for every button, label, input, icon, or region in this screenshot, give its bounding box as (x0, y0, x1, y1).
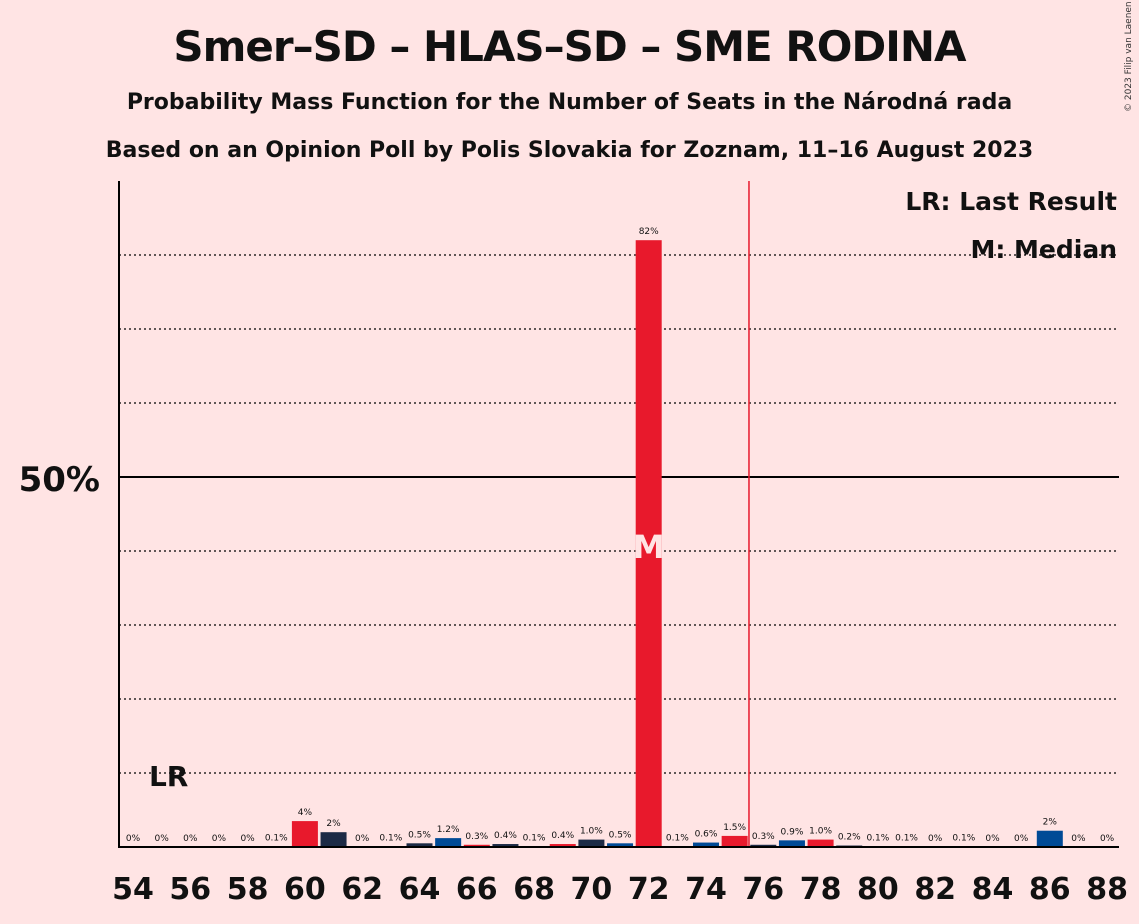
x-tick-label-70: 70 (571, 872, 613, 907)
bar-label-80: 0.1% (866, 833, 889, 843)
x-tick-label-66: 66 (456, 872, 498, 907)
bar-label-75: 1.5% (723, 823, 746, 833)
bar-69 (549, 844, 576, 847)
bar-label-67: 0.4% (494, 831, 517, 841)
bar-77 (778, 840, 805, 847)
chart-subtitle-source: Based on an Opinion Poll by Polis Slovak… (105, 138, 1034, 163)
x-tick-label-86: 86 (1029, 872, 1071, 907)
bar-label-58: 0% (240, 834, 255, 844)
bar-label-87: 0% (1071, 834, 1086, 844)
bar-label-63: 0.1% (379, 833, 402, 843)
x-tick-label-58: 58 (227, 872, 269, 907)
x-tick-label-60: 60 (284, 872, 326, 907)
bar-label-59: 0.1% (265, 833, 288, 843)
bar-label-65: 1.2% (437, 825, 460, 835)
bar-label-74: 0.6% (695, 830, 718, 840)
bar-61 (320, 832, 347, 847)
bar-label-71: 0.5% (609, 830, 632, 840)
axes: 50% 54 56 58 60 62 64 66 68 70 72 74 76 78 80 82 84 86 88 (19, 181, 1128, 907)
chart-title: Smer–SD – HLAS–SD – SME RODINA (173, 22, 966, 71)
bar-label-60: 4% (298, 808, 313, 818)
bar-label-88: 0% (1100, 834, 1115, 844)
bar-label-56: 0% (183, 834, 198, 844)
x-tick-label-76: 76 (742, 872, 784, 907)
bar-label-57: 0% (212, 834, 227, 844)
legend-last-result: LR: Last Result (905, 187, 1117, 216)
bar-label-55: 0% (155, 834, 170, 844)
bar-label-79: 0.2% (838, 833, 861, 843)
bar-86 (1036, 830, 1063, 847)
bar-71 (607, 843, 634, 847)
bar-label-78: 1.0% (809, 827, 832, 837)
bar-60 (291, 821, 318, 847)
grid-lines (119, 254, 1119, 774)
bar-label-82: 0% (928, 834, 943, 844)
bar-label-68: 0.1% (523, 833, 546, 843)
x-tick-label-56: 56 (169, 872, 211, 907)
bar-label-86: 2% (1043, 818, 1058, 828)
chart-subtitle: Probability Mass Function for the Number… (126, 90, 1013, 115)
bars (263, 240, 1063, 847)
bar-78 (807, 839, 834, 847)
x-tick-label-80: 80 (857, 872, 899, 907)
bar-label-64: 0.5% (408, 830, 431, 840)
bar-67 (492, 844, 519, 847)
bar-label-61: 2% (326, 819, 341, 829)
bar-label-72: 82% (639, 227, 659, 237)
x-tick-label-74: 74 (685, 872, 727, 907)
bar-label-76: 0.3% (752, 832, 775, 842)
median-marker: M (633, 528, 665, 566)
bar-66 (463, 844, 490, 847)
x-tick-label-88: 88 (1086, 872, 1128, 907)
bar-64 (406, 843, 433, 847)
bar-labels: 0% 0% 0% 0% 0% 0.1% 4% 2% 0% 0.1% 0.5% 1.2% 0.3% 0.4%… (126, 227, 1115, 844)
last-result-marker: LR (149, 760, 188, 793)
bar-label-62: 0% (355, 834, 370, 844)
bar-label-70: 1.0% (580, 827, 603, 837)
bar-70 (578, 839, 605, 847)
x-tick-label-54: 54 (112, 872, 154, 907)
x-tick-label-82: 82 (914, 872, 956, 907)
bar-65 (435, 838, 462, 847)
x-tick-label-72: 72 (628, 872, 670, 907)
bar-label-69: 0.4% (551, 831, 574, 841)
bar-label-81: 0.1% (895, 833, 918, 843)
bar-label-85: 0% (1014, 834, 1029, 844)
bar-label-83: 0.1% (952, 833, 975, 843)
bar-74 (693, 842, 719, 847)
bar-72 (635, 240, 662, 847)
x-tick-label-62: 62 (341, 872, 383, 907)
bar-76 (750, 844, 777, 847)
legend: LR: Last Result M: Median (905, 187, 1117, 264)
legend-median: M: Median (970, 235, 1117, 264)
bar-label-54: 0% (126, 834, 141, 844)
x-tick-label-68: 68 (513, 872, 555, 907)
bar-label-77: 0.9% (781, 827, 804, 837)
bar-label-66: 0.3% (465, 832, 488, 842)
bar-label-84: 0% (985, 834, 1000, 844)
x-tick-label-64: 64 (399, 872, 441, 907)
x-tick-label-78: 78 (800, 872, 842, 907)
y-tick-label: 50% (19, 460, 100, 500)
bar-label-73: 0.1% (666, 833, 689, 843)
x-tick-label-84: 84 (972, 872, 1014, 907)
bar-75 (721, 835, 748, 847)
